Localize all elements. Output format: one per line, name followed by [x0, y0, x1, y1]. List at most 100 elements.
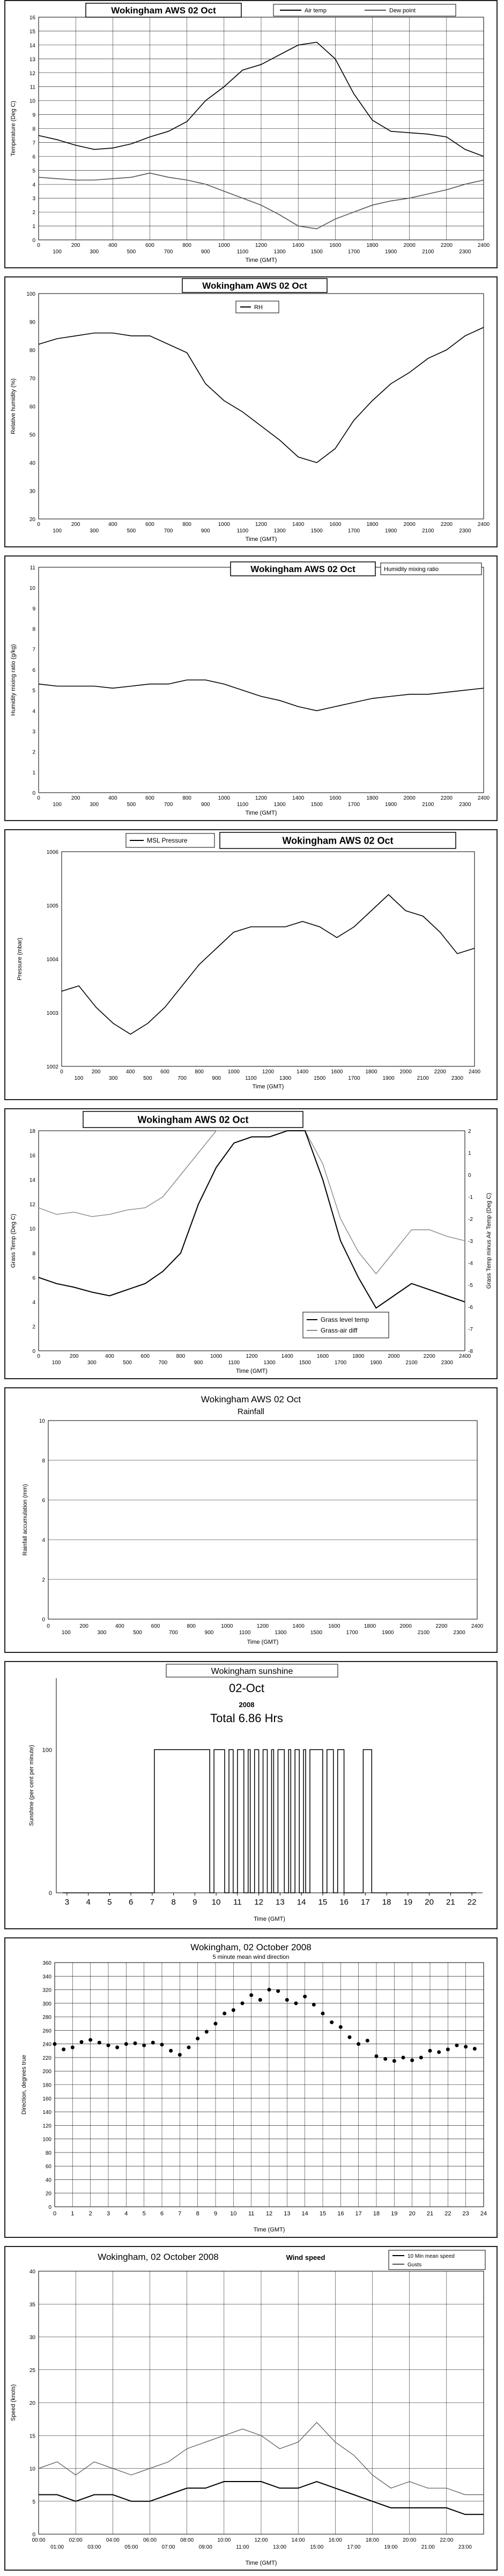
x-tick-label: 400: [108, 795, 117, 801]
x-tick-label: 500: [127, 249, 136, 255]
legend-box: [380, 562, 482, 575]
legend-title: Wind speed: [286, 2253, 325, 2262]
x-tick-label: 2100: [418, 1630, 430, 1636]
wind-direction-point: [133, 2041, 137, 2045]
y-axis-label: Relative humidity (%): [10, 378, 17, 434]
x-tick-label: 800: [182, 243, 191, 248]
x-tick-label: 2000: [404, 795, 416, 801]
chart-subtitle: Rainfall: [238, 1407, 264, 1416]
y-tick-label: 9: [32, 606, 35, 612]
plot-area: [38, 2271, 484, 2535]
x-tick-label: 06:00: [143, 2537, 157, 2543]
panel-humidity: 20 30 40 50 60 70 80 90 100 0 200 400 600 800 1000 1200…: [4, 276, 498, 547]
x-axis-label: Time (GMT): [247, 1639, 279, 1645]
x-tick-label: 400: [108, 522, 117, 528]
x-tick-label: 2000: [400, 1623, 412, 1629]
y-tick-label: 200: [42, 2069, 51, 2075]
plot-area: [38, 293, 484, 519]
y-tick-label: 1004: [47, 957, 59, 963]
y-tick-label: 8: [42, 1458, 45, 1464]
wind-direction-point: [142, 2043, 146, 2047]
x-tick-label: 300: [87, 1360, 97, 1366]
x-tick-label: 1300: [264, 1360, 276, 1366]
x-tick-label: 1600: [329, 795, 342, 801]
y-tick-label: -2: [468, 1217, 473, 1223]
x-tick-label: 11: [248, 2211, 254, 2217]
y-tick-label: 10: [29, 1226, 36, 1232]
x-tick-label: 2400: [478, 522, 490, 528]
x-tick-label: 09:00: [199, 2544, 212, 2550]
x-tick-label: 600: [145, 522, 154, 528]
x-tick-label: 11:00: [236, 2544, 249, 2550]
x-tick-label: 1: [71, 2211, 74, 2217]
x-tick-label: 0: [37, 522, 40, 528]
y-axis-label: Temperature (Deg C): [10, 101, 17, 156]
wind-direction-point: [365, 2038, 369, 2043]
wind-direction-point: [169, 2048, 173, 2053]
x-tick-label: 1600: [329, 522, 342, 528]
x-tick-label: 1400: [281, 1353, 294, 1359]
x-tick-label: 2100: [422, 528, 434, 534]
y-tick-label: 18: [29, 1129, 36, 1135]
y-tick-label: 70: [29, 376, 36, 382]
x-tick-label: 600: [140, 1353, 150, 1359]
legend-box: [302, 1312, 389, 1338]
plot-area: [54, 1962, 484, 2207]
x-tick-label: 400: [105, 1353, 114, 1359]
x-tick-label: 1700: [335, 1360, 347, 1366]
x-tick-label: 300: [90, 249, 99, 255]
series-line-0: [38, 41, 484, 157]
x-tick-label: 13: [284, 2211, 290, 2217]
x-tick-label: 16:00: [329, 2537, 342, 2543]
x-tick-label: 20: [409, 2211, 416, 2217]
y-tick-label: 6: [32, 668, 35, 674]
x-axis-label: Time (GMT): [254, 1916, 285, 1922]
chart-title: Wokingham sunshine: [211, 1667, 293, 1676]
x-tick-label: 1800: [366, 522, 379, 528]
x-tick-label: 17:00: [347, 2544, 360, 2550]
y-tick-label: 0: [49, 1890, 52, 1897]
x-tick-label: 20:00: [403, 2537, 416, 2543]
x-tick-label: 01:00: [50, 2544, 64, 2550]
x-axis-label: Time (GMT): [246, 2560, 277, 2566]
y-tick-label: 7: [32, 140, 35, 146]
y-tick-label: 220: [42, 2055, 51, 2061]
y-tick-label: 14: [29, 1177, 36, 1183]
y-tick-label: 0: [468, 1173, 471, 1179]
x-tick-label: 0: [47, 1623, 50, 1629]
x-tick-label: 1200: [262, 1069, 275, 1075]
wind-direction-point: [160, 2043, 164, 2047]
x-tick-label: 7: [178, 2211, 181, 2217]
x-tick-label: 11: [233, 1898, 242, 1907]
x-tick-label: 1800: [365, 1069, 377, 1075]
y-tick-label: 20: [29, 517, 36, 523]
wind-direction-point: [446, 2047, 450, 2052]
x-tick-label: 6: [160, 2211, 164, 2217]
x-tick-label: 900: [201, 802, 210, 808]
y-tick-label: 4: [32, 708, 35, 714]
x-tick-label: 100: [75, 1075, 84, 1081]
x-tick-label: 600: [151, 1623, 160, 1629]
y-tick-label: 40: [29, 2269, 36, 2275]
y-tick-label: 360: [42, 1960, 51, 1966]
x-tick-label: 0: [37, 795, 40, 801]
y-tick-label: 6: [32, 154, 35, 160]
series-line-1: [38, 172, 484, 230]
wind-direction-point: [330, 2020, 334, 2024]
x-tick-label: 700: [164, 802, 173, 808]
x-tick-label: 700: [164, 528, 173, 534]
x-tick-label: 00:00: [32, 2537, 45, 2543]
x-tick-label: 500: [123, 1360, 132, 1366]
y-tick-label: 1: [32, 770, 35, 776]
y-axis-label: Speed (knots): [10, 2384, 17, 2421]
x-tick-label: 15: [320, 2211, 326, 2217]
x-tick-label: 1600: [317, 1353, 329, 1359]
wind-direction-point: [312, 2002, 316, 2007]
x-tick-label: 19: [391, 2211, 397, 2217]
legend-label: Gusts: [407, 2262, 421, 2268]
x-tick-label: 12:00: [254, 2537, 268, 2543]
x-tick-label: 1900: [382, 1075, 395, 1081]
x-tick-label: 1200: [255, 795, 268, 801]
wind-direction-point: [70, 2045, 75, 2050]
